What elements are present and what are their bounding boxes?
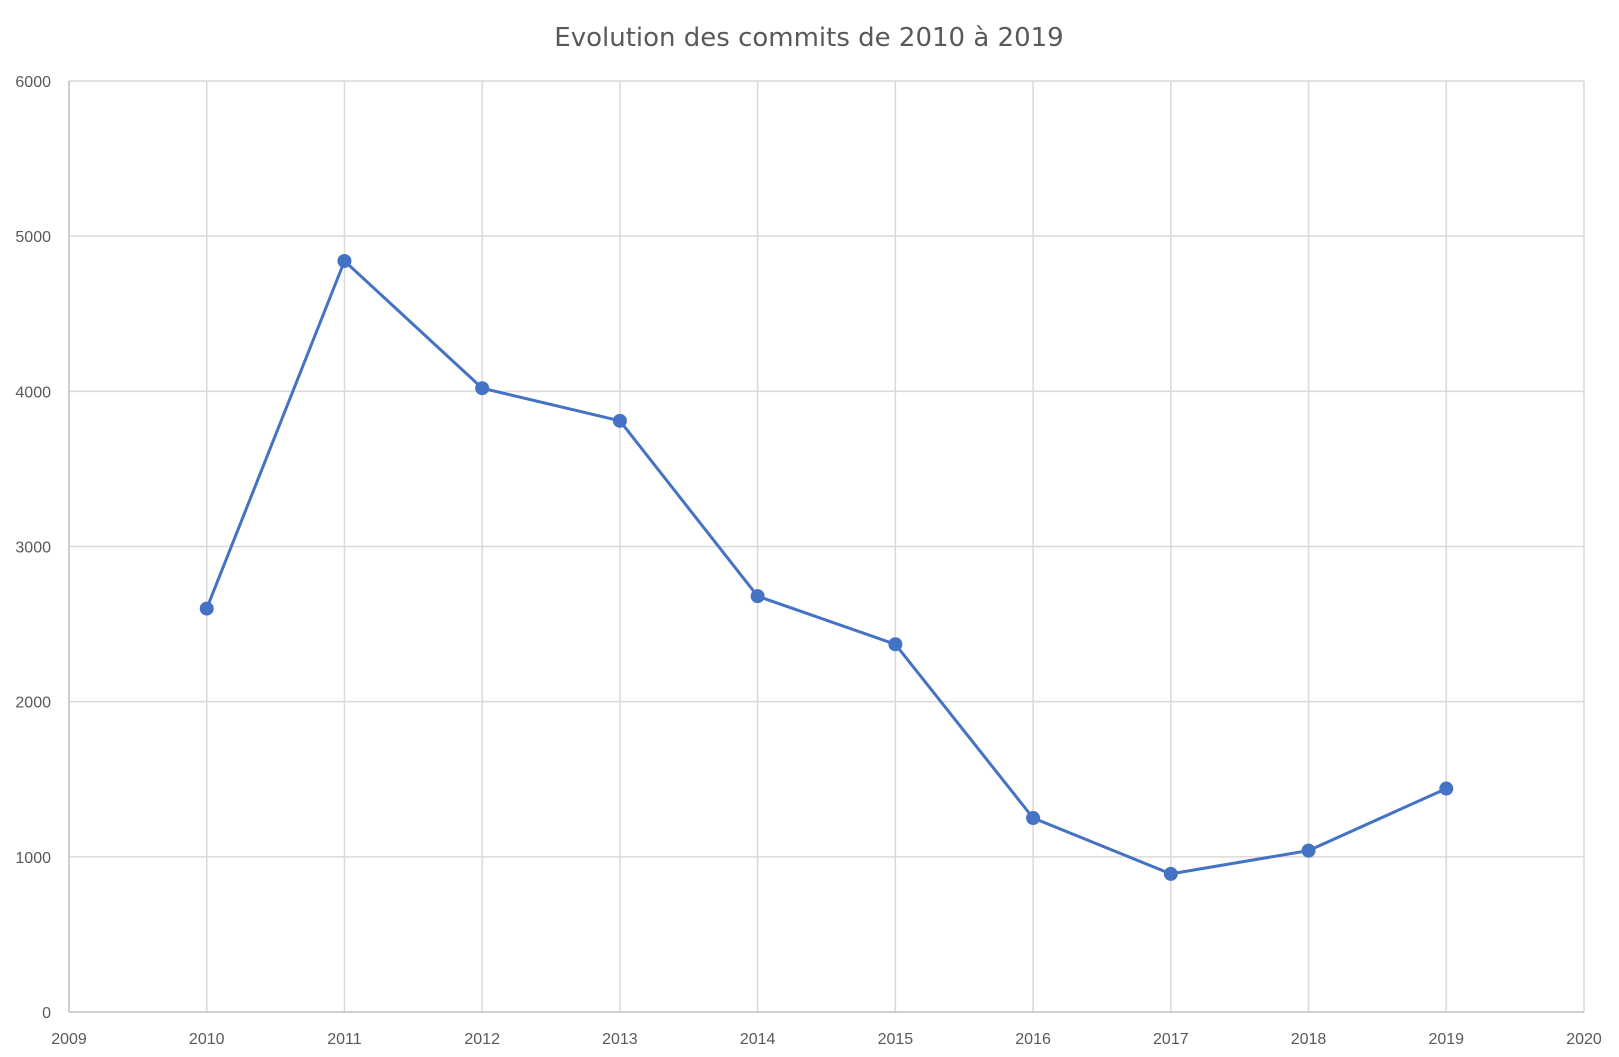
- data-series: [199, 253, 1454, 881]
- data-point: [1439, 781, 1454, 796]
- x-tick-label: 2019: [1428, 1031, 1464, 1048]
- x-tick-label: 2009: [51, 1031, 87, 1048]
- data-point: [750, 589, 765, 604]
- y-tick-label: 0: [42, 1005, 51, 1022]
- x-tick-label: 2014: [740, 1031, 776, 1048]
- x-tick-label: 2017: [1153, 1031, 1189, 1048]
- series-line: [205, 259, 1447, 876]
- y-tick-label: 1000: [15, 850, 51, 867]
- y-tick-label: 2000: [15, 695, 51, 712]
- x-tick-label: 2020: [1566, 1031, 1602, 1048]
- x-tick-label: 2016: [1015, 1031, 1051, 1048]
- y-tick-labels: 0 1000 2000 3000 4000 5000 6000: [15, 74, 51, 1022]
- x-tick-label: 2012: [464, 1031, 500, 1048]
- y-tick-label: 3000: [15, 540, 51, 557]
- chart-title: Evolution des commits de 2010 à 2019: [554, 23, 1063, 53]
- data-point: [199, 601, 214, 616]
- x-tick-label: 2013: [602, 1031, 638, 1048]
- x-tick-label: 2018: [1291, 1031, 1327, 1048]
- y-tick-label: 5000: [15, 229, 51, 246]
- x-tick-label: 2015: [878, 1031, 914, 1048]
- data-point: [1301, 843, 1316, 858]
- x-tick-labels: 2009 2010 2011 2012 2013 2014 2015 2016 2017 2018…: [51, 1031, 1602, 1048]
- gridlines: [69, 80, 1585, 1012]
- data-point: [888, 637, 903, 652]
- axes: [68, 81, 1584, 1013]
- x-tick-label: 2011: [327, 1031, 362, 1048]
- y-tick-label: 6000: [15, 74, 51, 91]
- data-point: [337, 253, 352, 268]
- x-tick-label: 2010: [189, 1031, 225, 1048]
- data-point: [612, 413, 627, 428]
- data-point: [1163, 866, 1178, 881]
- data-point: [1026, 811, 1041, 826]
- y-tick-label: 4000: [15, 384, 51, 401]
- data-point: [475, 381, 490, 396]
